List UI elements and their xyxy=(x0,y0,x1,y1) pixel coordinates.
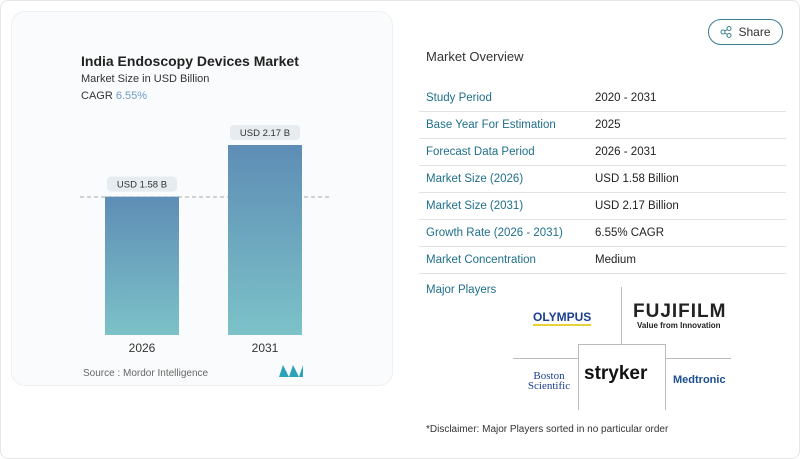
overview-heading: Market Overview xyxy=(426,49,524,64)
logo-fujifilm: FUJIFILM xyxy=(633,301,727,322)
share-label: Share xyxy=(738,25,771,39)
share-button[interactable]: Share xyxy=(708,19,783,45)
share-icon xyxy=(720,26,732,38)
overview-row: Growth Rate (2026 - 2031) 6.55% CAGR xyxy=(419,220,786,247)
bar-chart: USD 1.58 B 2026 USD 2.17 B 2031 xyxy=(80,125,329,355)
bar-2031 xyxy=(228,145,302,335)
overview-row: Market Size (2031) USD 2.17 Billion xyxy=(419,193,786,220)
row-label: Market Size (2026) xyxy=(426,173,524,185)
row-value: 2020 - 2031 xyxy=(595,92,657,104)
row-label: Market Concentration xyxy=(426,254,536,266)
data-label: USD 1.58 B xyxy=(117,180,167,191)
overview-row: Forecast Data Period 2026 - 2031 xyxy=(419,139,786,166)
fujifilm-tagline: Value from Innovation xyxy=(637,321,721,330)
row-value: 6.55% CAGR xyxy=(595,227,665,239)
overview-row: Market Concentration Medium xyxy=(419,247,786,274)
row-label: Growth Rate (2026 - 2031) xyxy=(426,227,563,239)
chart-subtitle: Market Size in USD Billion xyxy=(81,73,210,85)
cagr-value: 6.55% xyxy=(115,90,148,102)
x-tick-label: 2031 xyxy=(252,341,279,355)
cagr-label: CAGR xyxy=(81,90,113,102)
major-players-label: Major Players xyxy=(426,284,497,296)
row-label: Forecast Data Period xyxy=(426,146,535,158)
row-label: Market Size (2031) xyxy=(426,200,524,212)
logo-olympus: OLYMPUS xyxy=(533,310,592,326)
row-value: Medium xyxy=(595,254,636,266)
row-label: Base Year For Estimation xyxy=(426,119,556,131)
row-value: 2025 xyxy=(595,119,621,131)
row-value: 2026 - 2031 xyxy=(595,146,657,158)
disclaimer: *Disclaimer: Major Players sorted in no … xyxy=(426,424,669,435)
chart-title: India Endoscopy Devices Market xyxy=(81,53,299,69)
chart-card xyxy=(11,11,393,386)
mordor-logo xyxy=(279,365,303,377)
overview-row: Study Period 2020 - 2031 xyxy=(419,85,786,112)
row-value: USD 2.17 Billion xyxy=(595,200,679,212)
logo-medtronic: Medtronic xyxy=(673,374,726,386)
x-tick-label: 2026 xyxy=(129,341,156,355)
data-label-bg xyxy=(107,176,177,192)
source-text: Source : Mordor Intelligence xyxy=(83,368,209,379)
bar-2026 xyxy=(105,196,179,335)
overview-row: Base Year For Estimation 2025 xyxy=(419,112,786,139)
row-value: USD 1.58 Billion xyxy=(595,173,679,185)
data-label-bg xyxy=(230,125,300,140)
data-label: USD 2.17 B xyxy=(240,128,290,139)
logo-boston-scientific: Boston Scientific xyxy=(527,370,571,392)
row-label: Study Period xyxy=(426,92,492,104)
cagr: CAGR 6.55% xyxy=(81,90,147,102)
logo-stryker: stryker xyxy=(584,363,648,384)
overview-row: Market Size (2026) USD 1.58 Billion xyxy=(419,166,786,193)
